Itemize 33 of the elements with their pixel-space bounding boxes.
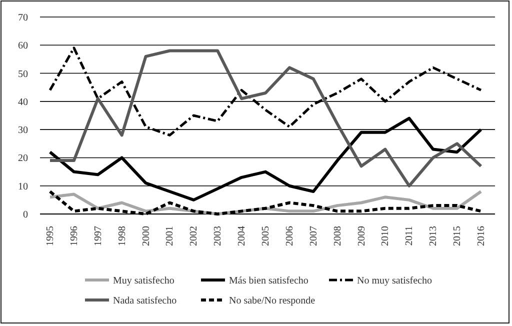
legend-label: Nada satisfecho bbox=[113, 296, 177, 306]
x-tick-label: 2002 bbox=[188, 226, 200, 246]
x-tick-label: 1995 bbox=[45, 226, 56, 246]
x-tick-label: 2001 bbox=[164, 226, 176, 246]
y-tick-label: 50 bbox=[18, 68, 28, 80]
y-tick-label: 0 bbox=[23, 210, 28, 220]
x-tick-label: 1998 bbox=[116, 226, 128, 246]
x-tick-label: 2010 bbox=[380, 226, 392, 246]
y-tick-label: 20 bbox=[18, 153, 28, 164]
x-tick-label: 2003 bbox=[212, 226, 224, 246]
y-tick-label: 30 bbox=[18, 125, 28, 136]
y-tick-label: 60 bbox=[18, 40, 28, 52]
x-tick-label: 2006 bbox=[284, 226, 296, 246]
y-tick-label: 70 bbox=[18, 12, 28, 24]
x-tick-label: 1996 bbox=[68, 226, 80, 246]
x-tick-label: 2004 bbox=[236, 226, 248, 246]
x-tick-label: 2005 bbox=[260, 226, 272, 246]
y-tick-label: 10 bbox=[18, 181, 28, 192]
legend-label: No sabe/No responde bbox=[229, 296, 316, 306]
x-tick-label: 2016 bbox=[476, 226, 487, 246]
legend-label: Muy satisfecho bbox=[113, 276, 174, 286]
legend-label: No muy satisfecho bbox=[357, 276, 432, 286]
x-tick-label: 2008 bbox=[332, 226, 344, 246]
x-tick-label: 2009 bbox=[356, 226, 368, 246]
line-series bbox=[48, 49, 482, 188]
x-tick-label: 2013 bbox=[428, 226, 440, 246]
x-tick-label: 2011 bbox=[404, 226, 416, 246]
legend-label: Más bien satisfecho bbox=[229, 276, 308, 286]
x-tick-label: 1997 bbox=[92, 226, 104, 246]
x-tick-label: 2007 bbox=[308, 226, 320, 246]
x-tick-label: 2015 bbox=[452, 226, 464, 246]
x-tick-label: 2000 bbox=[140, 226, 152, 246]
y-tick-label: 40 bbox=[18, 96, 28, 108]
